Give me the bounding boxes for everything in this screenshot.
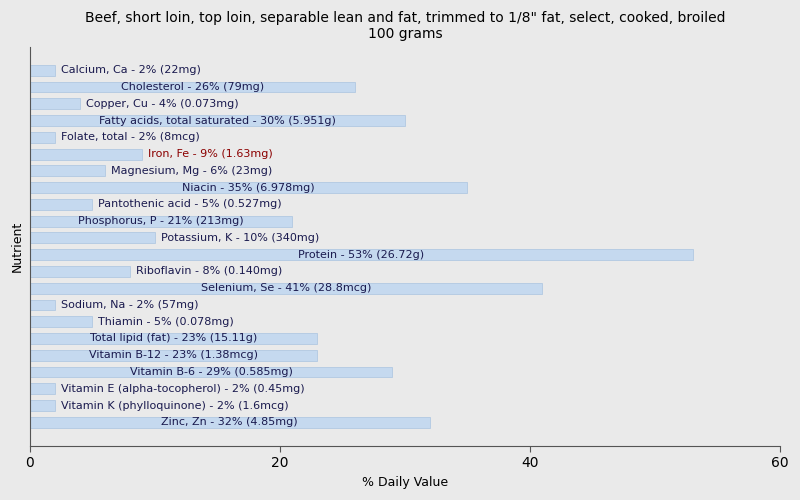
Bar: [30, 199, 92, 210]
Bar: [30, 417, 430, 428]
Bar: [30, 232, 154, 243]
Text: Riboflavin - 8% (0.140mg): Riboflavin - 8% (0.140mg): [136, 266, 282, 276]
Bar: [30, 400, 54, 411]
Y-axis label: Nutrient: Nutrient: [11, 220, 24, 272]
Text: Potassium, K - 10% (340mg): Potassium, K - 10% (340mg): [161, 233, 319, 243]
Bar: [30, 148, 142, 160]
Text: Vitamin E (alpha-tocopherol) - 2% (0.45mg): Vitamin E (alpha-tocopherol) - 2% (0.45m…: [61, 384, 305, 394]
Text: Magnesium, Mg - 6% (23mg): Magnesium, Mg - 6% (23mg): [111, 166, 272, 176]
Text: Total lipid (fat) - 23% (15.11g): Total lipid (fat) - 23% (15.11g): [90, 334, 257, 344]
Bar: [30, 182, 467, 193]
Bar: [30, 65, 54, 76]
Bar: [30, 266, 130, 277]
Text: Phosphorus, P - 21% (213mg): Phosphorus, P - 21% (213mg): [78, 216, 244, 226]
Text: Copper, Cu - 4% (0.073mg): Copper, Cu - 4% (0.073mg): [86, 99, 238, 109]
Text: Folate, total - 2% (8mcg): Folate, total - 2% (8mcg): [61, 132, 200, 142]
Bar: [30, 115, 405, 126]
Text: Sodium, Na - 2% (57mg): Sodium, Na - 2% (57mg): [61, 300, 198, 310]
Text: Zinc, Zn - 32% (4.85mg): Zinc, Zn - 32% (4.85mg): [162, 418, 298, 428]
Bar: [30, 366, 392, 378]
Title: Beef, short loin, top loin, separable lean and fat, trimmed to 1/8" fat, select,: Beef, short loin, top loin, separable le…: [85, 11, 725, 42]
Text: Vitamin B-12 - 23% (1.38mcg): Vitamin B-12 - 23% (1.38mcg): [89, 350, 258, 360]
Bar: [30, 333, 318, 344]
Text: Selenium, Se - 41% (28.8mcg): Selenium, Se - 41% (28.8mcg): [201, 283, 371, 293]
Text: Protein - 53% (26.72g): Protein - 53% (26.72g): [298, 250, 424, 260]
X-axis label: % Daily Value: % Daily Value: [362, 476, 448, 489]
Text: Fatty acids, total saturated - 30% (5.951g): Fatty acids, total saturated - 30% (5.95…: [99, 116, 336, 126]
Text: Niacin - 35% (6.978mg): Niacin - 35% (6.978mg): [182, 182, 315, 192]
Text: Calcium, Ca - 2% (22mg): Calcium, Ca - 2% (22mg): [61, 65, 201, 75]
Bar: [30, 166, 105, 176]
Bar: [30, 216, 292, 226]
Bar: [30, 282, 542, 294]
Bar: [30, 350, 318, 360]
Bar: [30, 300, 54, 310]
Bar: [30, 249, 693, 260]
Text: Vitamin B-6 - 29% (0.585mg): Vitamin B-6 - 29% (0.585mg): [130, 367, 293, 377]
Bar: [30, 132, 54, 143]
Text: Vitamin K (phylloquinone) - 2% (1.6mcg): Vitamin K (phylloquinone) - 2% (1.6mcg): [61, 400, 289, 410]
Bar: [30, 316, 92, 327]
Text: Cholesterol - 26% (79mg): Cholesterol - 26% (79mg): [121, 82, 264, 92]
Text: Iron, Fe - 9% (1.63mg): Iron, Fe - 9% (1.63mg): [149, 149, 274, 159]
Text: Thiamin - 5% (0.078mg): Thiamin - 5% (0.078mg): [98, 316, 234, 326]
Text: Pantothenic acid - 5% (0.527mg): Pantothenic acid - 5% (0.527mg): [98, 200, 282, 209]
Bar: [30, 384, 54, 394]
Bar: [30, 82, 355, 92]
Bar: [30, 98, 80, 109]
